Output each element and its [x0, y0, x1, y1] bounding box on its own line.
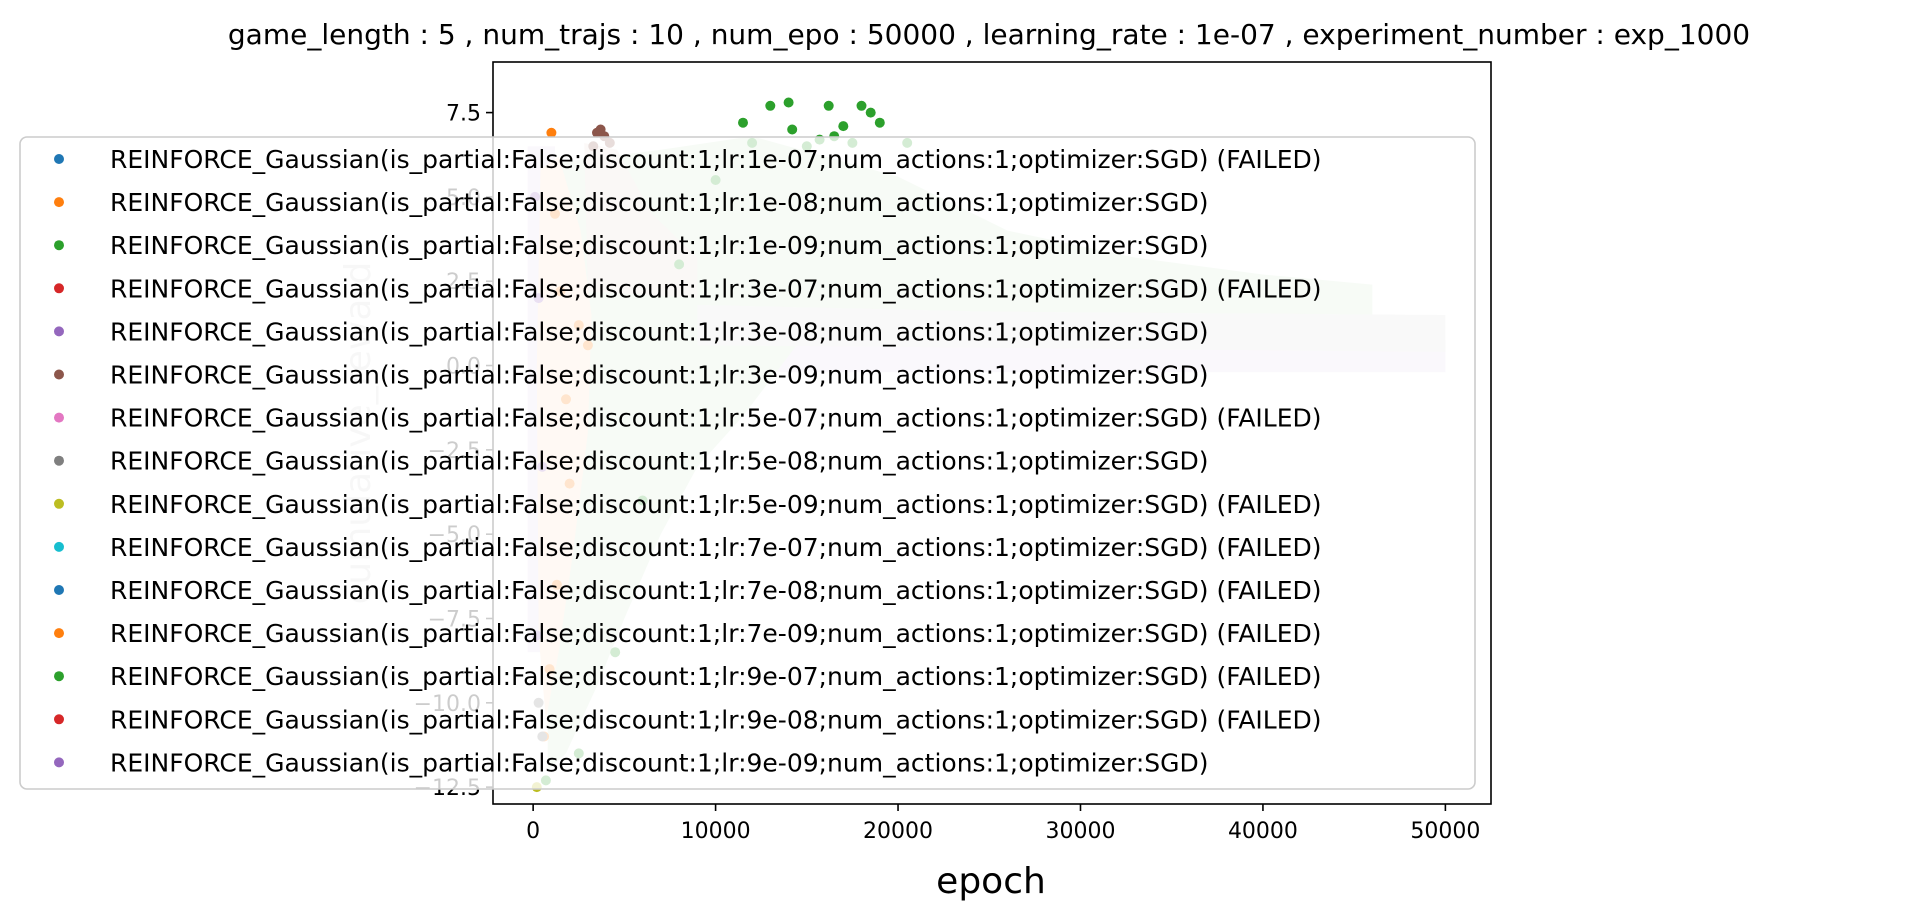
legend: REINFORCE_Gaussian(is_partial:False;disc…: [19, 136, 1476, 790]
x-axis-ticks: 0 10000 20000 30000 40000 50000: [526, 804, 1480, 844]
legend-entry-label: REINFORCE_Gaussian(is_partial:False;disc…: [110, 662, 1322, 691]
chart-title: game_length : 5 , num_trajs : 10 , num_e…: [228, 18, 1750, 51]
legend-marker: [54, 671, 64, 682]
point-s2-13: [874, 117, 885, 128]
legend-entry-label: REINFORCE_Gaussian(is_partial:False;disc…: [110, 188, 1209, 217]
point-s2-2: [765, 100, 776, 111]
legend-marker: [54, 240, 64, 251]
legend-entry-label: REINFORCE_Gaussian(is_partial:False;disc…: [110, 361, 1209, 390]
legend-entry-label: REINFORCE_Gaussian(is_partial:False;disc…: [110, 576, 1322, 605]
point-s2-3: [783, 97, 794, 108]
legend-entry-label: REINFORCE_Gaussian(is_partial:False;disc…: [110, 533, 1322, 562]
legend-marker: [54, 714, 64, 725]
point-s1-0: [546, 127, 557, 138]
point-s2-0: [738, 117, 748, 128]
point-s2-7: [823, 100, 834, 111]
legend-marker: [54, 369, 64, 380]
legend-entry-label: REINFORCE_Gaussian(is_partial:False;disc…: [110, 490, 1322, 519]
point-s2-9: [838, 121, 849, 132]
legend-marker: [54, 757, 64, 768]
legend-items: REINFORCE_Gaussian(is_partial:False;disc…: [54, 145, 1322, 777]
y-tick-label: 7.5: [446, 102, 481, 127]
legend-entry-label: REINFORCE_Gaussian(is_partial:False;disc…: [110, 145, 1322, 174]
legend-marker: [54, 154, 64, 164]
legend-marker: [54, 628, 64, 639]
legend-entry-label: REINFORCE_Gaussian(is_partial:False;disc…: [110, 748, 1209, 777]
x-tick-label: 0: [526, 819, 540, 844]
x-tick-label: 10000: [681, 819, 751, 844]
x-tick-label: 40000: [1228, 819, 1298, 844]
point-s2-12: [865, 107, 876, 118]
legend-entry-label: REINFORCE_Gaussian(is_partial:False;disc…: [110, 447, 1209, 476]
legend-entry-label: REINFORCE_Gaussian(is_partial:False;disc…: [110, 231, 1209, 260]
legend-marker: [54, 585, 64, 595]
legend-entry-label: REINFORCE_Gaussian(is_partial:False;disc…: [110, 317, 1209, 346]
legend-box: [19, 136, 1476, 790]
legend-marker: [54, 455, 64, 466]
x-tick-label: 30000: [1045, 819, 1115, 844]
legend-entry-label: REINFORCE_Gaussian(is_partial:False;disc…: [110, 619, 1322, 648]
x-tick-label: 20000: [863, 819, 933, 844]
point-s2-4: [787, 124, 798, 135]
x-tick-label: 50000: [1410, 819, 1480, 844]
legend-marker: [54, 197, 64, 208]
legend-marker: [54, 283, 64, 294]
legend-marker: [54, 498, 64, 509]
legend-entry-label: REINFORCE_Gaussian(is_partial:False;disc…: [110, 705, 1322, 734]
legend-marker: [54, 326, 64, 337]
x-axis-label: epoch: [936, 861, 1046, 902]
legend-entry-label: REINFORCE_Gaussian(is_partial:False;disc…: [110, 404, 1322, 433]
legend-entry-label: REINFORCE_Gaussian(is_partial:False;disc…: [110, 274, 1322, 303]
legend-marker: [54, 412, 64, 423]
legend-marker: [54, 541, 64, 552]
point-s2-11: [856, 100, 867, 111]
